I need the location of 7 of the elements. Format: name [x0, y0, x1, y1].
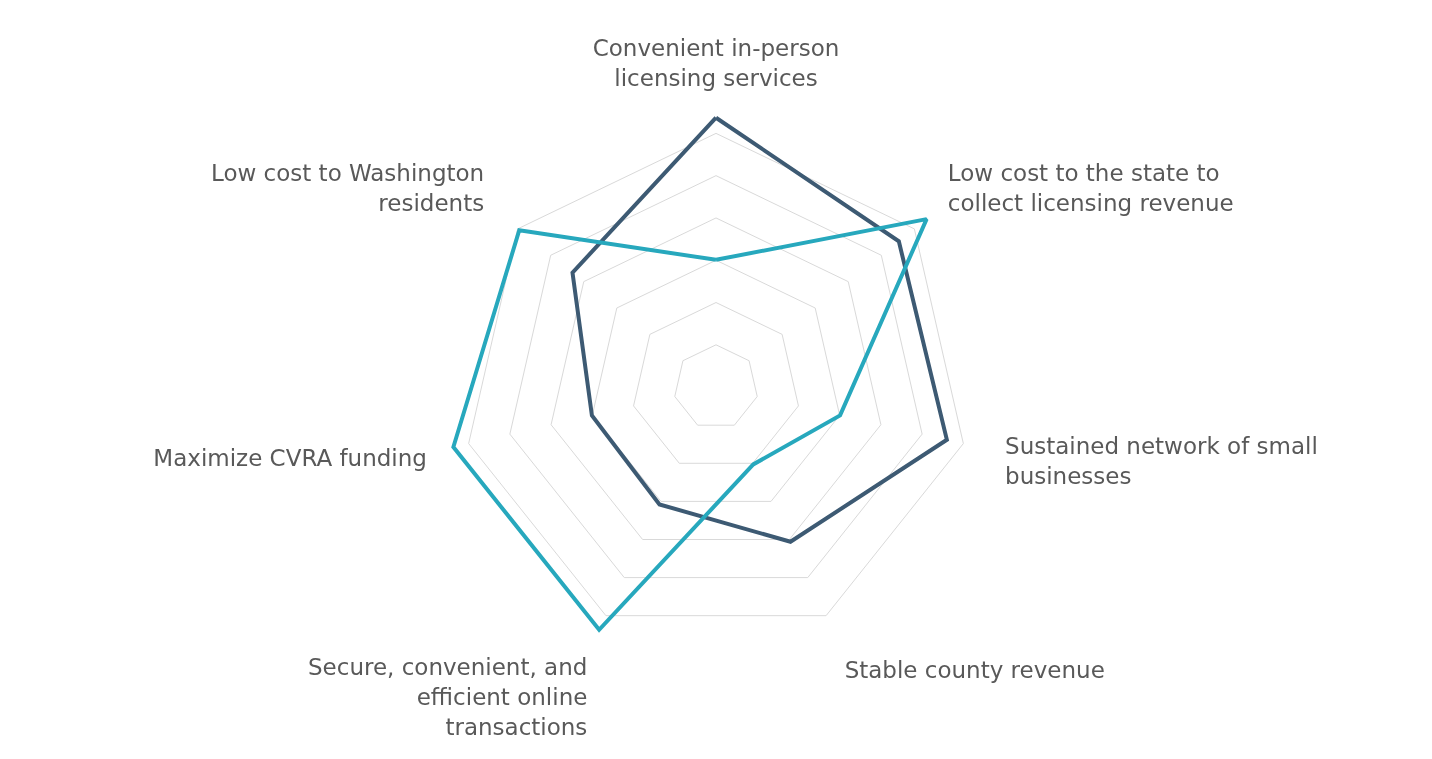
spoke-label: Maximize CVRA funding [153, 445, 427, 472]
spoke-label: Sustained network of small businesses [1005, 433, 1318, 490]
spoke-label: Secure, convenient, and efficient online transactions [307, 654, 588, 741]
spoke-label: Low cost to Washington residents [210, 160, 485, 217]
spoke-label: Low cost to the state to collect licensing revenue [947, 160, 1234, 217]
spoke-label: Convenient in-person licensing services [592, 35, 840, 91]
spoke-label: Stable county revenue [844, 657, 1105, 684]
